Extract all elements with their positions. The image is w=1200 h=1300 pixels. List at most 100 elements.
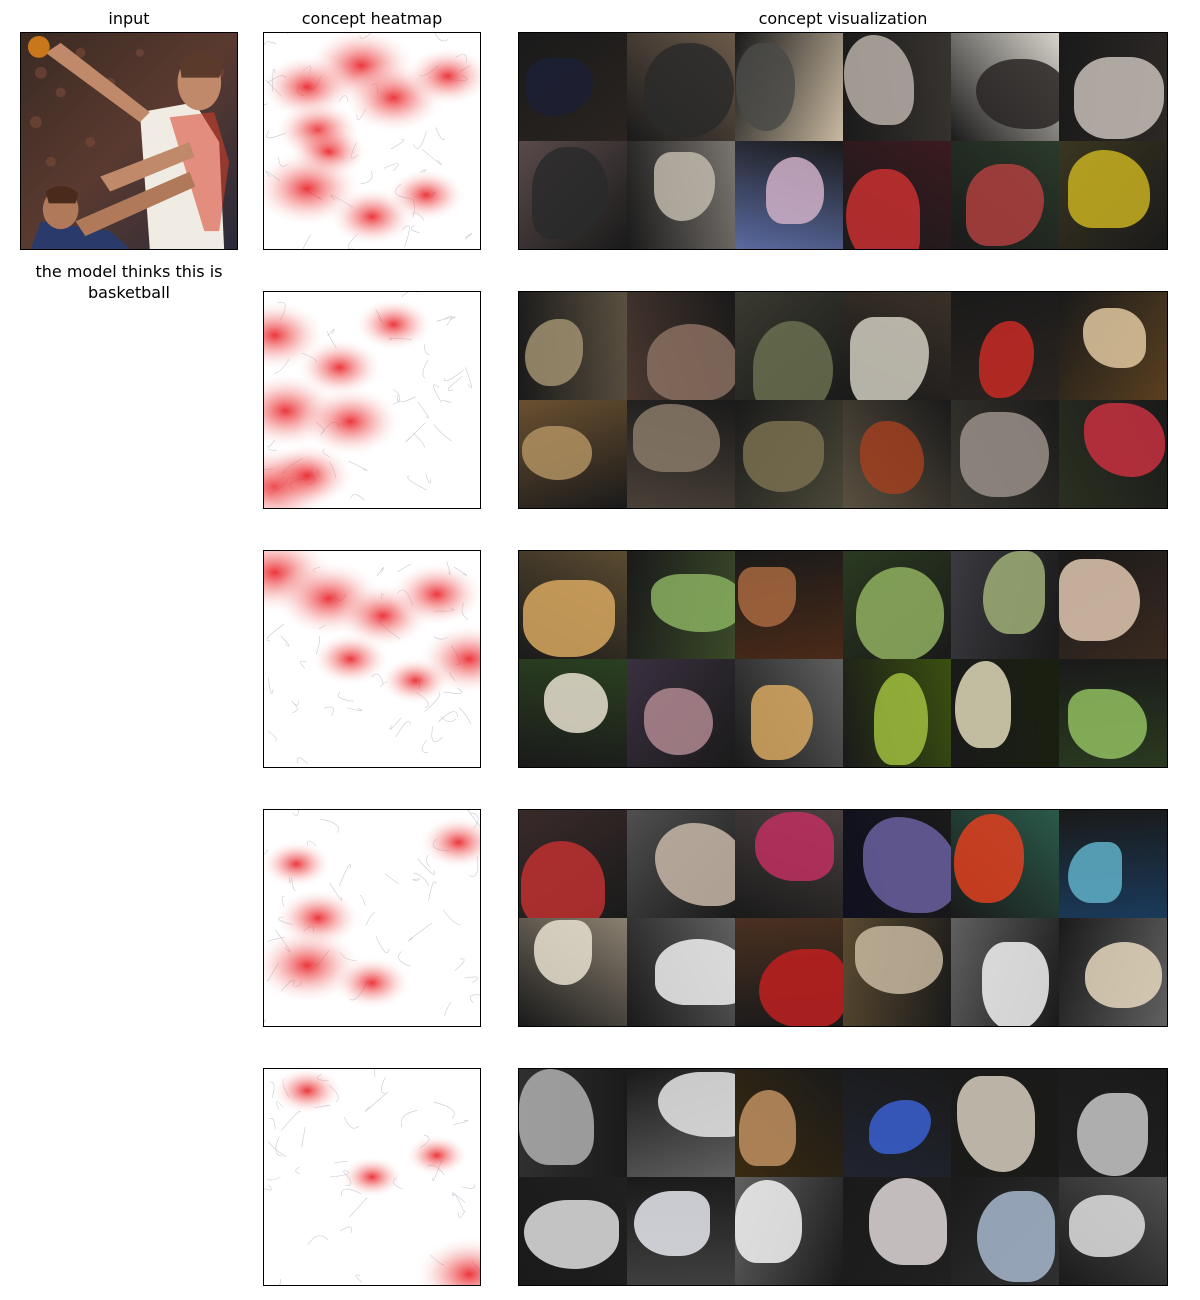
concept-region	[873, 673, 928, 766]
concept-region	[1084, 403, 1166, 477]
concept-region	[750, 684, 814, 760]
concept-example-tile	[1059, 292, 1167, 400]
concept-region	[654, 822, 735, 906]
concept-region	[524, 318, 583, 387]
concept-region	[1068, 688, 1148, 759]
heat-spot	[353, 297, 434, 352]
concept-example-tile	[951, 400, 1059, 508]
concept-region	[1068, 841, 1123, 903]
concept-region	[844, 35, 915, 126]
concept-example-tile	[843, 400, 951, 508]
concept-visualization	[518, 809, 1168, 1027]
concept-region	[862, 817, 951, 914]
concept-example-tile	[519, 1177, 627, 1285]
concept-example-tile	[951, 659, 1059, 767]
concept-example-tile	[951, 33, 1059, 141]
heat-spot	[264, 442, 355, 508]
heat-spot	[404, 46, 480, 106]
concept-region	[846, 168, 920, 249]
concept-example-tile	[519, 810, 627, 918]
concept-region	[955, 661, 1012, 748]
concept-example-tile	[519, 141, 627, 249]
concept-example-tile	[627, 659, 735, 767]
concept-example-tile	[519, 400, 627, 508]
concept-region	[850, 317, 930, 400]
concept-heatmap	[263, 809, 481, 1027]
concept-region	[735, 1180, 803, 1263]
concept-region	[658, 1072, 735, 1137]
heatmap-column-title: concept heatmap	[301, 9, 443, 28]
concept-example-tile	[843, 292, 951, 400]
concept-region	[655, 939, 735, 1006]
concept-region	[956, 1076, 1035, 1173]
concept-example-tile	[627, 400, 735, 508]
heat-spot	[296, 337, 384, 398]
concept-example-tile	[1059, 33, 1167, 141]
concept-region	[754, 812, 834, 881]
concept-region	[519, 1069, 595, 1166]
concept-example-tile	[627, 810, 735, 918]
concept-example-tile	[519, 659, 627, 767]
concept-example-tile	[951, 810, 1059, 918]
concept-region	[960, 412, 1050, 497]
concept-region	[868, 1177, 947, 1266]
concept-region	[742, 420, 824, 492]
concept-region	[532, 146, 609, 239]
heat-spot	[271, 1069, 343, 1115]
concept-region	[977, 1190, 1055, 1283]
concept-region	[739, 1090, 797, 1167]
concept-region	[982, 551, 1046, 635]
concept-region	[1068, 1194, 1145, 1257]
concept-example-tile	[843, 659, 951, 767]
concept-example-tile	[735, 918, 843, 1026]
concept-region	[859, 420, 924, 494]
concept-example-tile	[519, 918, 627, 1026]
concept-region	[766, 156, 824, 225]
concept-example-tile	[1059, 141, 1167, 249]
basketball-players-photo	[21, 33, 237, 249]
concept-example-tile	[735, 551, 843, 659]
concept-example-tile	[843, 810, 951, 918]
heat-spot	[379, 656, 451, 705]
concept-region	[1076, 1092, 1148, 1176]
concept-region	[855, 925, 943, 994]
concept-example-tile	[843, 1069, 951, 1177]
concept-visualization	[518, 1068, 1168, 1286]
concept-region	[856, 567, 945, 659]
concept-region	[1068, 150, 1151, 228]
concept-example-tile	[627, 551, 735, 659]
concept-example-tile	[843, 1177, 951, 1285]
concept-heatmap	[263, 1068, 481, 1286]
concept-example-tile	[735, 1069, 843, 1177]
concept-region	[1083, 307, 1147, 369]
concept-region	[653, 152, 716, 222]
concept-region	[647, 324, 735, 400]
heat-spot	[389, 561, 480, 627]
concept-region	[753, 321, 834, 400]
concept-region	[522, 426, 593, 481]
concept-example-tile	[627, 1177, 735, 1285]
concept-region	[982, 942, 1050, 1026]
concept-region	[759, 948, 843, 1026]
concept-example-tile	[735, 400, 843, 508]
concept-heatmap	[263, 550, 481, 768]
concept-region	[523, 1199, 620, 1270]
concept-example-tile	[735, 141, 843, 249]
heatmap-graphic	[264, 292, 472, 508]
concept-visualization	[518, 550, 1168, 768]
concept-region	[521, 840, 605, 918]
concept-example-tile	[627, 292, 735, 400]
heat-spot	[332, 956, 412, 1010]
heat-spot	[264, 840, 333, 888]
concept-heatmap	[263, 32, 481, 250]
concept-region	[650, 573, 735, 632]
concept-example-tile	[627, 141, 735, 249]
concept-region	[975, 58, 1059, 129]
heatmap-graphic	[264, 551, 480, 764]
concept-example-tile	[1059, 1069, 1167, 1177]
concept-example-tile	[735, 1177, 843, 1285]
heat-spot	[413, 1235, 480, 1285]
heat-spot	[418, 815, 480, 870]
heat-spot	[386, 168, 466, 222]
heatmap-graphic	[264, 810, 480, 1023]
